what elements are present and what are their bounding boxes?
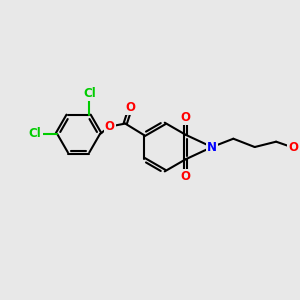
Text: O: O: [288, 141, 298, 154]
Text: O: O: [181, 111, 191, 124]
Text: O: O: [181, 170, 191, 183]
Text: Cl: Cl: [83, 87, 96, 100]
Text: O: O: [105, 120, 115, 133]
Text: O: O: [126, 101, 136, 114]
Text: N: N: [207, 140, 217, 154]
Text: Cl: Cl: [29, 128, 42, 140]
